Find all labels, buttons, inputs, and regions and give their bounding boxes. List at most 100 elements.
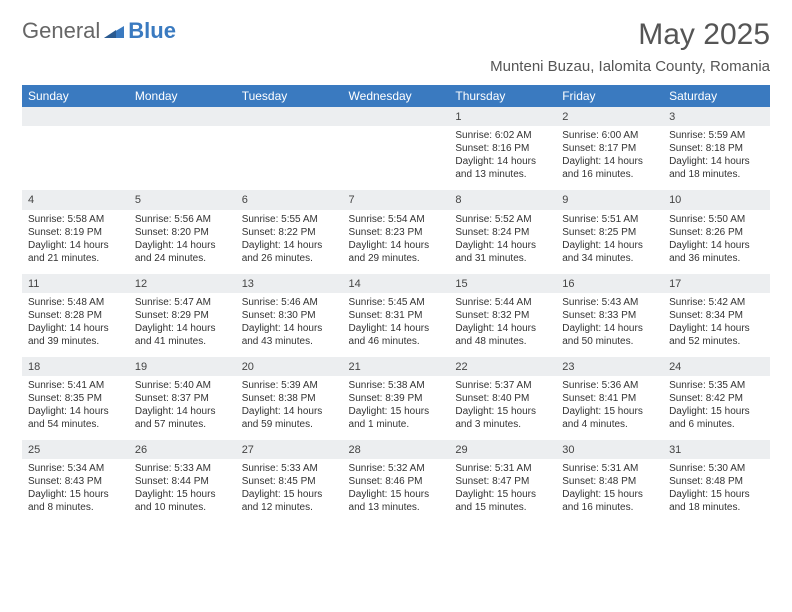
day-number-cell xyxy=(22,107,129,126)
daylight-text: Daylight: 14 hours and 18 minutes. xyxy=(669,155,764,181)
day-detail-cell: Sunrise: 5:30 AMSunset: 8:48 PMDaylight:… xyxy=(663,459,770,523)
sunrise-text: Sunrise: 5:33 AM xyxy=(135,462,230,475)
sunset-text: Sunset: 8:17 PM xyxy=(562,142,657,155)
sunset-text: Sunset: 8:26 PM xyxy=(669,226,764,239)
sunrise-text: Sunrise: 5:31 AM xyxy=(562,462,657,475)
weekday-header: Tuesday xyxy=(236,85,343,107)
sunset-text: Sunset: 8:19 PM xyxy=(28,226,123,239)
day-number-row: 11121314151617 xyxy=(22,274,770,293)
sunrise-text: Sunrise: 5:36 AM xyxy=(562,379,657,392)
sunrise-text: Sunrise: 5:58 AM xyxy=(28,213,123,226)
day-detail-cell: Sunrise: 5:59 AMSunset: 8:18 PMDaylight:… xyxy=(663,126,770,190)
sunrise-text: Sunrise: 5:54 AM xyxy=(349,213,444,226)
daylight-text: Daylight: 14 hours and 21 minutes. xyxy=(28,239,123,265)
sunset-text: Sunset: 8:37 PM xyxy=(135,392,230,405)
sunset-text: Sunset: 8:35 PM xyxy=(28,392,123,405)
daylight-text: Daylight: 14 hours and 54 minutes. xyxy=(28,405,123,431)
daylight-text: Daylight: 14 hours and 48 minutes. xyxy=(455,322,550,348)
sunrise-text: Sunrise: 5:48 AM xyxy=(28,296,123,309)
day-detail-cell: Sunrise: 5:44 AMSunset: 8:32 PMDaylight:… xyxy=(449,293,556,357)
sunset-text: Sunset: 8:25 PM xyxy=(562,226,657,239)
day-detail-cell: Sunrise: 6:00 AMSunset: 8:17 PMDaylight:… xyxy=(556,126,663,190)
day-detail-cell: Sunrise: 5:58 AMSunset: 8:19 PMDaylight:… xyxy=(22,210,129,274)
weekday-header: Friday xyxy=(556,85,663,107)
location: Munteni Buzau, Ialomita County, Romania xyxy=(490,58,770,75)
day-detail-cell: Sunrise: 5:52 AMSunset: 8:24 PMDaylight:… xyxy=(449,210,556,274)
calendar-head: SundayMondayTuesdayWednesdayThursdayFrid… xyxy=(22,85,770,107)
daylight-text: Daylight: 15 hours and 1 minute. xyxy=(349,405,444,431)
day-number-cell: 13 xyxy=(236,274,343,293)
day-number-row: 25262728293031 xyxy=(22,440,770,459)
day-number-cell: 24 xyxy=(663,357,770,376)
daylight-text: Daylight: 14 hours and 26 minutes. xyxy=(242,239,337,265)
sunset-text: Sunset: 8:41 PM xyxy=(562,392,657,405)
day-number-cell xyxy=(236,107,343,126)
day-detail-cell: Sunrise: 5:38 AMSunset: 8:39 PMDaylight:… xyxy=(343,376,450,440)
sunrise-text: Sunrise: 5:34 AM xyxy=(28,462,123,475)
day-detail-cell: Sunrise: 5:31 AMSunset: 8:47 PMDaylight:… xyxy=(449,459,556,523)
day-number-row: 123 xyxy=(22,107,770,126)
day-number-cell: 2 xyxy=(556,107,663,126)
day-detail-cell xyxy=(22,126,129,190)
sunset-text: Sunset: 8:48 PM xyxy=(669,475,764,488)
day-number-cell xyxy=(129,107,236,126)
weekday-row: SundayMondayTuesdayWednesdayThursdayFrid… xyxy=(22,85,770,107)
day-number-cell: 21 xyxy=(343,357,450,376)
sunrise-text: Sunrise: 5:41 AM xyxy=(28,379,123,392)
day-detail-cell: Sunrise: 5:33 AMSunset: 8:44 PMDaylight:… xyxy=(129,459,236,523)
logo-text-1: General xyxy=(22,18,100,44)
sunset-text: Sunset: 8:38 PM xyxy=(242,392,337,405)
day-detail-cell: Sunrise: 5:35 AMSunset: 8:42 PMDaylight:… xyxy=(663,376,770,440)
day-detail-row: Sunrise: 5:58 AMSunset: 8:19 PMDaylight:… xyxy=(22,210,770,274)
title-block: May 2025 Munteni Buzau, Ialomita County,… xyxy=(490,18,770,75)
day-detail-cell: Sunrise: 5:36 AMSunset: 8:41 PMDaylight:… xyxy=(556,376,663,440)
day-detail-cell xyxy=(129,126,236,190)
day-number-cell: 29 xyxy=(449,440,556,459)
day-detail-cell: Sunrise: 5:32 AMSunset: 8:46 PMDaylight:… xyxy=(343,459,450,523)
day-detail-cell: Sunrise: 5:54 AMSunset: 8:23 PMDaylight:… xyxy=(343,210,450,274)
day-number-cell: 28 xyxy=(343,440,450,459)
day-number-cell: 31 xyxy=(663,440,770,459)
sunset-text: Sunset: 8:16 PM xyxy=(455,142,550,155)
sunset-text: Sunset: 8:48 PM xyxy=(562,475,657,488)
day-number-cell: 12 xyxy=(129,274,236,293)
sunrise-text: Sunrise: 5:42 AM xyxy=(669,296,764,309)
daylight-text: Daylight: 15 hours and 16 minutes. xyxy=(562,488,657,514)
day-detail-cell: Sunrise: 5:40 AMSunset: 8:37 PMDaylight:… xyxy=(129,376,236,440)
day-number-cell: 23 xyxy=(556,357,663,376)
day-detail-cell: Sunrise: 5:55 AMSunset: 8:22 PMDaylight:… xyxy=(236,210,343,274)
daylight-text: Daylight: 14 hours and 34 minutes. xyxy=(562,239,657,265)
weekday-header: Thursday xyxy=(449,85,556,107)
daylight-text: Daylight: 14 hours and 57 minutes. xyxy=(135,405,230,431)
day-detail-cell: Sunrise: 6:02 AMSunset: 8:16 PMDaylight:… xyxy=(449,126,556,190)
day-detail-cell: Sunrise: 5:51 AMSunset: 8:25 PMDaylight:… xyxy=(556,210,663,274)
day-number-cell: 5 xyxy=(129,190,236,209)
daylight-text: Daylight: 14 hours and 59 minutes. xyxy=(242,405,337,431)
sunrise-text: Sunrise: 5:45 AM xyxy=(349,296,444,309)
day-number-cell: 25 xyxy=(22,440,129,459)
sunset-text: Sunset: 8:22 PM xyxy=(242,226,337,239)
sunrise-text: Sunrise: 5:55 AM xyxy=(242,213,337,226)
sunrise-text: Sunrise: 5:52 AM xyxy=(455,213,550,226)
daylight-text: Daylight: 15 hours and 13 minutes. xyxy=(349,488,444,514)
sunrise-text: Sunrise: 5:43 AM xyxy=(562,296,657,309)
day-number-cell: 27 xyxy=(236,440,343,459)
day-number-cell: 10 xyxy=(663,190,770,209)
day-detail-cell: Sunrise: 5:56 AMSunset: 8:20 PMDaylight:… xyxy=(129,210,236,274)
daylight-text: Daylight: 14 hours and 43 minutes. xyxy=(242,322,337,348)
day-number-cell: 11 xyxy=(22,274,129,293)
sunrise-text: Sunrise: 5:33 AM xyxy=(242,462,337,475)
logo-icon xyxy=(104,18,124,44)
day-detail-cell: Sunrise: 5:33 AMSunset: 8:45 PMDaylight:… xyxy=(236,459,343,523)
day-number-cell: 3 xyxy=(663,107,770,126)
daylight-text: Daylight: 14 hours and 36 minutes. xyxy=(669,239,764,265)
sunset-text: Sunset: 8:23 PM xyxy=(349,226,444,239)
weekday-header: Saturday xyxy=(663,85,770,107)
daylight-text: Daylight: 14 hours and 39 minutes. xyxy=(28,322,123,348)
weekday-header: Wednesday xyxy=(343,85,450,107)
sunset-text: Sunset: 8:46 PM xyxy=(349,475,444,488)
daylight-text: Daylight: 14 hours and 13 minutes. xyxy=(455,155,550,181)
daylight-text: Daylight: 15 hours and 18 minutes. xyxy=(669,488,764,514)
day-number-cell: 26 xyxy=(129,440,236,459)
day-number-cell: 30 xyxy=(556,440,663,459)
